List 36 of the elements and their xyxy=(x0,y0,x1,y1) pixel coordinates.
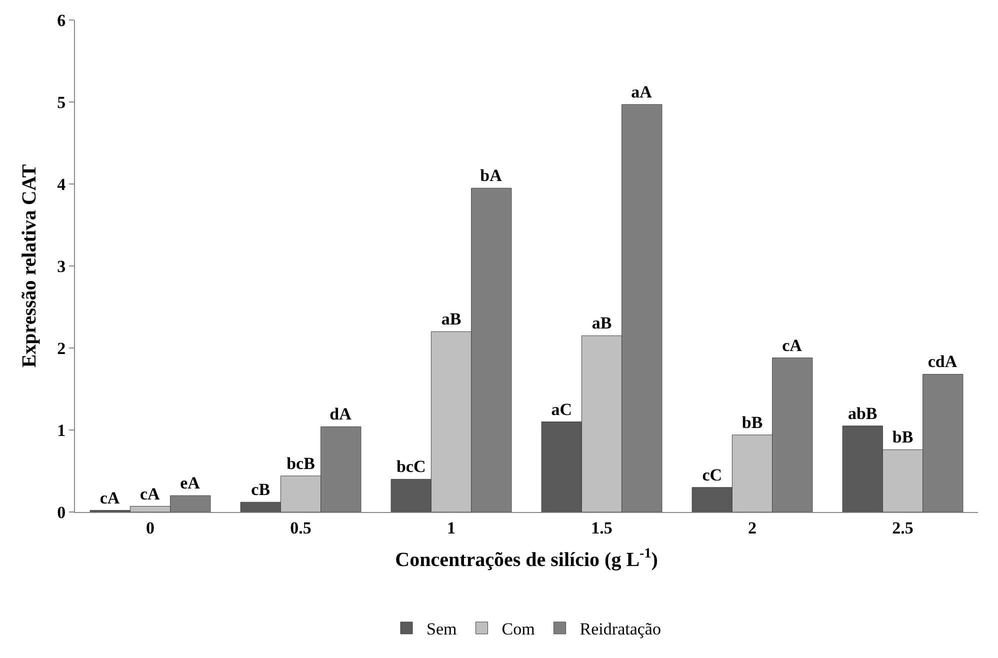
y-tick-label: 4 xyxy=(57,174,66,194)
y-tick-label: 0 xyxy=(57,502,66,522)
data-label: cdA xyxy=(928,352,958,372)
x-tick-label: 0 xyxy=(146,518,154,538)
data-label: cA xyxy=(140,484,161,504)
y-tick-label: 5 xyxy=(57,92,66,112)
data-label: aB xyxy=(441,310,462,329)
y-tick-label: 1 xyxy=(57,420,66,440)
data-label: bA xyxy=(480,166,503,186)
data-label: dA xyxy=(330,404,352,424)
x-tick-label: 1.5 xyxy=(591,518,612,538)
data-label: eA xyxy=(180,474,201,493)
y-tick-label: 6 xyxy=(57,10,66,30)
legend-label: Com xyxy=(502,620,535,639)
data-label: bcB xyxy=(286,454,315,473)
data-label: aA xyxy=(631,82,653,102)
legend-label: Reidratação xyxy=(580,620,661,639)
data-label: cC xyxy=(702,465,722,484)
legend-label: Sem xyxy=(426,620,457,639)
data-label: cA xyxy=(782,336,803,355)
data-label: abB xyxy=(848,404,878,423)
data-label: bB xyxy=(892,428,914,447)
data-label: cA xyxy=(100,488,120,508)
x-tick-label: 2.5 xyxy=(892,518,914,538)
x-axis-title: Concentrações de silício (g L$^{-1}$) xyxy=(395,546,658,571)
data-label: aB xyxy=(592,314,612,333)
y-tick-label: 2 xyxy=(57,338,66,358)
x-tick-label: 1 xyxy=(447,518,456,538)
data-label: aC xyxy=(551,400,572,419)
x-tick-label: 0.5 xyxy=(290,518,312,538)
data-label: bcC xyxy=(396,457,426,476)
y-axis-title: Expressão relativa CAT xyxy=(18,164,41,368)
data-label: cB xyxy=(251,480,270,500)
data-label: bB xyxy=(742,412,763,432)
y-tick-label: 3 xyxy=(57,256,66,276)
x-tick-label: 2 xyxy=(748,518,756,538)
